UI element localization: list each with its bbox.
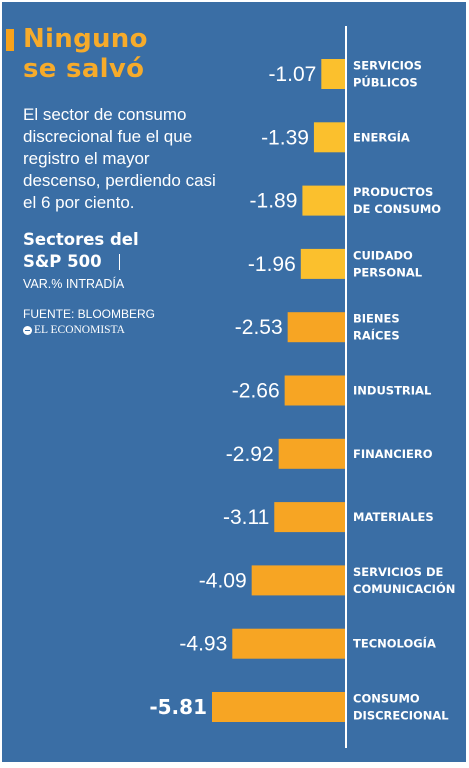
- bar-0: [321, 59, 346, 89]
- value-label-10: -5.81: [149, 695, 207, 719]
- value-label-9: -4.93: [179, 633, 227, 656]
- value-label-5: -2.66: [232, 380, 280, 403]
- bar-6: [278, 438, 346, 469]
- bar-2: [302, 185, 346, 216]
- category-label-10-1: DISCRECIONAL: [353, 709, 449, 723]
- unit-label: VAR.% INTRADÍA: [23, 277, 125, 291]
- bar-4: [287, 312, 346, 343]
- category-label-3-1: PERSONAL: [353, 265, 423, 279]
- category-label-0-0: SERVICIOS: [353, 59, 422, 73]
- value-label-2: -1.89: [250, 190, 298, 213]
- publisher-logo-icon: [23, 325, 32, 335]
- category-label-2-0: PRODUCTOS: [353, 185, 433, 199]
- bar-1: [313, 122, 346, 153]
- bar-3: [300, 248, 346, 279]
- category-label-5-0: INDUSTRIAL: [353, 384, 432, 398]
- category-label-8-1: COMUNICACIÓN: [353, 581, 455, 596]
- category-label-10-0: CONSUMO: [353, 692, 420, 706]
- value-label-3: -1.96: [248, 253, 296, 276]
- bar-7: [274, 502, 346, 533]
- value-label-7: -3.11: [223, 506, 269, 529]
- category-label-9-0: TECNOLOGÍA: [353, 636, 436, 651]
- bar-5: [284, 375, 346, 406]
- category-label-8-0: SERVICIOS DE: [353, 565, 443, 579]
- page-title: Ninguno se salvó: [23, 24, 148, 84]
- bar-8: [251, 565, 346, 596]
- value-label-1: -1.39: [261, 126, 309, 149]
- publisher-name: EL ECONOMISTA: [34, 324, 125, 336]
- source-label: FUENTE: BLOOMBERG: [23, 307, 156, 321]
- description: El sector de consumo discrecional fue el…: [23, 105, 216, 212]
- value-label-0: -1.07: [268, 63, 316, 86]
- value-label-6: -2.92: [226, 443, 274, 466]
- category-label-2-1: DE CONSUMO: [353, 202, 441, 216]
- category-label-3-0: CUIDADO: [353, 248, 413, 262]
- bar-10: [212, 692, 346, 722]
- value-label-8: -4.09: [199, 569, 247, 592]
- value-label-4: -2.53: [235, 316, 283, 339]
- title-separator: [119, 254, 120, 270]
- category-label-1-0: ENERGÍA: [353, 129, 410, 144]
- title-accent-bar: [6, 29, 14, 51]
- category-label-4-0: BIENES: [353, 312, 400, 326]
- category-label-4-1: RAÍCES: [353, 328, 400, 343]
- bar-9: [232, 628, 346, 659]
- publisher-logo: EL ECONOMISTA: [23, 324, 125, 336]
- category-label-7-0: MATERIALES: [353, 510, 434, 524]
- sectors-title: Sectores del S&P 500: [23, 230, 139, 271]
- category-label-0-1: PÚBLICOS: [353, 75, 418, 90]
- category-label-6-0: FINANCIERO: [353, 447, 433, 461]
